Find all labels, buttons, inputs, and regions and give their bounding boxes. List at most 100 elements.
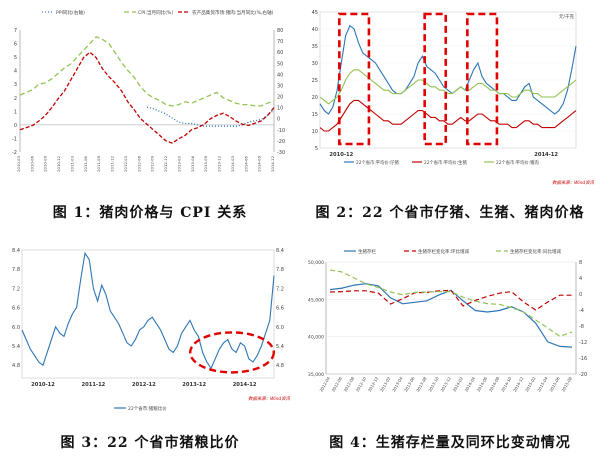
legend-label: 生猪存栏变化率:同比增减 [510, 248, 562, 255]
y-tick-label-right: 6.6 [276, 306, 284, 312]
left-tick-label: 4 [14, 69, 17, 75]
legend-label: 22个省市:平均价:仔猪 [356, 159, 399, 166]
x-tick-label: 2013-04 [391, 376, 404, 393]
x-tick-label: 2013-08 [415, 376, 428, 393]
x-tick-label: 2012-10 [355, 376, 368, 393]
right-tick-label: -12 [579, 340, 587, 346]
x-tick-label: 2012-06 [136, 155, 141, 171]
x-tick-label: 2013-09 [203, 155, 208, 171]
x-tick-label: 2010-12 [329, 152, 353, 158]
right-tick-label: 70 [277, 39, 283, 45]
y-tick-label: 5 [315, 146, 318, 152]
right-tick-label: -10 [277, 128, 285, 134]
figure-caption: 图 1：猪肉价格与 CPI 关系 [52, 205, 248, 221]
figure-caption: 图 2：22 个省市仔猪、生猪、猪肉价格 [315, 205, 585, 221]
x-tick-label: 2013-12 [439, 376, 452, 393]
plot-frame [21, 249, 275, 379]
y-tick-label-right: 7.8 [276, 267, 284, 273]
right-tick-label: 60 [277, 50, 283, 56]
x-tick-label: 2014-12 [534, 152, 558, 158]
chart-hog-grain-ratio: 4.8 4.8 5.4 5.4 6.0 6.0 6.6 6.6 7.2 7.2 7.8 7.8 8.4 8… [2, 242, 294, 422]
x-tick-label: 2011-09 [96, 155, 101, 171]
legend-label: 生猪存栏 [358, 248, 376, 255]
right-tick-label: 20 [277, 95, 283, 101]
x-tick-label: 2011-06 [83, 155, 88, 171]
axis-unit: 元/千克 [559, 13, 575, 20]
x-tick-label: 2010-12 [56, 155, 61, 171]
y-tick-label: 6.0 [12, 325, 20, 331]
x-tick-label: 2012-12 [132, 382, 156, 388]
right-tick-label: -20 [277, 139, 285, 145]
y-tick-label: 10 [312, 129, 318, 135]
x-tick-label: 2012-06 [331, 376, 344, 393]
left-tick-label: 45,000 [308, 297, 324, 303]
x-tick-label: 2015-06 [548, 376, 561, 393]
x-tick-label: 2013-06 [403, 376, 416, 393]
series-line-1 [329, 289, 572, 311]
x-tick-label: 2013-03 [176, 155, 181, 171]
right-tick-label: -8 [579, 324, 584, 330]
chart-hog-inventory: 生猪存栏 生猪存栏变化率:环比增减 生猪存栏变化率:同比增减 35,000 40,000… [304, 242, 598, 422]
source-note: 数据来源：Wind资讯 [552, 180, 594, 186]
left-tick-label: -1 [12, 136, 17, 142]
x-tick-label: 2015-08 [560, 376, 573, 393]
x-tick-label: 2014-06 [476, 376, 489, 393]
x-tick-label: 2012-04 [318, 376, 331, 393]
left-tick-label: 2 [14, 96, 17, 102]
highlight-box [338, 12, 371, 146]
left-tick-label: 6 [14, 42, 17, 48]
right-tick-label: 40 [277, 72, 283, 78]
right-tick-label: 30 [277, 83, 283, 89]
x-tick-label: 2010-03 [16, 155, 21, 171]
y-tick-label: 4.8 [12, 363, 20, 369]
right-tick-label: 0 [277, 117, 280, 123]
series-line-0 [319, 24, 577, 115]
y-tick-label: 6.6 [12, 306, 20, 312]
source-note: 数据来源：Wind资讯 [248, 396, 290, 402]
x-tick-label: 2014-10 [500, 376, 513, 393]
chart-svg: 生猪存栏 生猪存栏变化率:环比增减 生猪存栏变化率:同比增减 35,000 40,000… [308, 248, 587, 393]
legend-label: 22个省市:平均价:猪肉 [496, 159, 539, 166]
series-line-2 [329, 269, 573, 338]
y-tick-label: 15 [312, 112, 318, 118]
left-tick-label: 40,000 [308, 335, 324, 341]
legend-label: PPI同比(右轴) [56, 9, 85, 16]
x-tick-label: 2013-02 [379, 376, 392, 393]
series-line-0 [329, 283, 573, 348]
right-tick-label: -16 [579, 356, 587, 362]
legend-label: 农产品集贸市场:猪肉:当月同比(%,右轴) [192, 9, 274, 16]
x-tick-label: 2015-04 [536, 376, 549, 393]
y-tick-label: 7.2 [12, 286, 20, 292]
chart-svg: 4.8 4.8 5.4 5.4 6.0 6.0 6.6 6.6 7.2 7.2 7.8 7.8 8.4 8… [12, 248, 291, 412]
y-tick-label: 40 [312, 27, 318, 33]
y-tick-label: 35 [312, 44, 318, 50]
legend-label: CPI:当月同比(%) [138, 9, 173, 16]
figure-caption: 图 3：22 个省市猪粮比价 [60, 435, 240, 451]
x-tick-label: 2012-12 [163, 155, 168, 171]
legend-label: 22个省市:猪粮比价 [128, 405, 167, 412]
left-tick-label: 50,000 [308, 260, 324, 266]
series-line-0 [21, 251, 275, 370]
chart-pork-price-cpi: PPI同比(右轴) CPI:当月同比(%) 农产品集贸市场:猪肉:当月同比(%,右轴… [2, 2, 294, 192]
x-tick-label: 2012-12 [367, 376, 380, 393]
x-tick-label: 2014-12 [512, 376, 525, 393]
y-tick-label: 8.4 [12, 248, 20, 254]
x-tick-label: 2014-08 [488, 376, 501, 393]
right-tick-label: -4 [579, 308, 584, 314]
highlight-ellipse [188, 331, 275, 374]
series-line-2 [19, 51, 275, 144]
right-tick-label: -20 [579, 372, 587, 378]
right-tick-label: 80 [277, 28, 283, 34]
right-tick-label: 0 [579, 292, 582, 298]
x-tick-label: 2010-09 [43, 155, 48, 171]
y-tick-label: 7.8 [12, 267, 20, 273]
y-tick-label: 20 [312, 95, 318, 101]
x-tick-label: 2011-12 [81, 382, 105, 388]
left-tick-label: 1 [14, 109, 17, 115]
right-tick-label: 8 [579, 260, 582, 266]
series-line-1 [19, 36, 275, 107]
right-tick-label: 10 [277, 106, 283, 112]
highlight-box [423, 12, 448, 146]
y-tick-label: 30 [312, 61, 318, 67]
y-tick-label-right: 6.0 [276, 325, 284, 331]
